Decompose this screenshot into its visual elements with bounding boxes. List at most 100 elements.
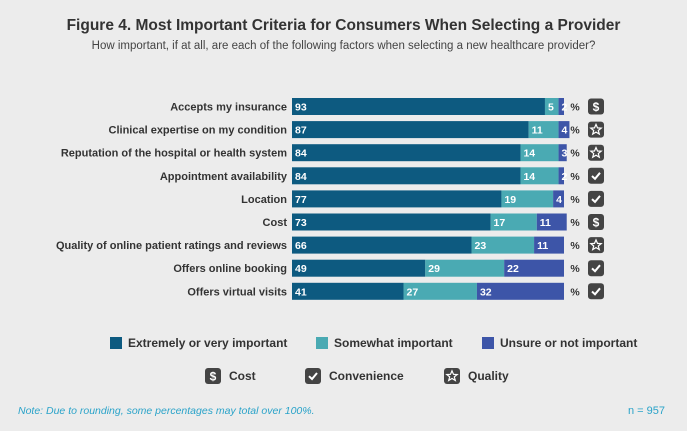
category-legend-convenience: Convenience (305, 368, 404, 384)
bar-value-label: 73 (295, 217, 307, 229)
legend-swatch (316, 337, 328, 349)
bar-segment (292, 144, 521, 162)
category-label: Location (241, 194, 287, 206)
footnote: Note: Due to rounding, some percentages … (18, 405, 315, 417)
bar-segment (558, 98, 564, 115)
star-icon (444, 368, 460, 384)
category-legend-quality: Quality (444, 368, 509, 384)
bar-segment (553, 190, 564, 208)
category-legend-label: Quality (468, 369, 509, 383)
legend-swatch (110, 337, 122, 349)
bar-segment (292, 121, 529, 139)
category-label: Appointment availability (160, 171, 288, 183)
category-label: Cost (263, 217, 288, 229)
category-label: Accepts my insurance (170, 102, 287, 114)
category-legend-cost: $ Cost (205, 368, 256, 384)
bar-segment (292, 190, 502, 208)
bar-value-label: 17 (494, 217, 506, 229)
category-label: Clinical expertise on my condition (109, 125, 288, 137)
bar-value-label: 5 (548, 102, 554, 114)
bar-value-label: 29 (428, 263, 440, 275)
svg-text:$: $ (593, 216, 600, 230)
bar-segment (403, 282, 477, 300)
bar-value-label: 19 (504, 194, 516, 206)
chart-title: Figure 4. Most Important Criteria for Co… (66, 17, 621, 34)
legend-label: Extremely or very important (128, 336, 288, 350)
category-label: Offers virtual visits (187, 286, 287, 298)
bar-value-label: 14 (523, 171, 535, 183)
bar-segment (504, 259, 564, 277)
bar-segment (501, 190, 554, 208)
bar-value-label: 4 (556, 194, 562, 206)
bar-segment (471, 236, 535, 254)
legend-item-unsure-not-important: Unsure or not important (482, 336, 637, 350)
legend-swatch (482, 337, 494, 349)
category-label: Offers online booking (173, 263, 287, 275)
star-icon (588, 121, 604, 138)
bar-value-label: 84 (295, 171, 307, 183)
legend-item-extremely-important: Extremely or very important (110, 336, 287, 350)
dollar-icon: $ (588, 98, 604, 115)
percent-unit-label: % (570, 286, 580, 298)
bar-value-label: 3 (562, 148, 568, 160)
bar-value-label: 11 (537, 240, 548, 252)
check-icon (588, 283, 604, 300)
bar-value-label: 77 (295, 194, 307, 206)
bar-value-label: 2 (562, 171, 568, 183)
percent-unit-label: % (570, 171, 580, 183)
legend-label: Unsure or not important (500, 336, 638, 350)
percent-unit-label: % (570, 148, 580, 160)
dollar-icon: $ (588, 214, 604, 230)
check-icon (588, 260, 604, 277)
bar-segment (536, 213, 567, 231)
bar-value-label: 49 (295, 263, 307, 275)
bar-segment (292, 259, 426, 277)
bar-segment (558, 121, 570, 139)
bar-segment (292, 98, 545, 115)
bar-segment (425, 259, 505, 277)
legend-label: Somewhat important (334, 336, 453, 350)
bar-value-label: 23 (475, 240, 487, 252)
svg-text:$: $ (593, 100, 600, 114)
bar-value-label: 66 (295, 240, 307, 252)
bar-value-label: 41 (295, 286, 307, 298)
star-icon (588, 144, 604, 161)
percent-unit-label: % (570, 125, 580, 137)
bar-segment (534, 236, 564, 254)
category-legend-label: Cost (229, 369, 256, 383)
bar-value-label: 11 (540, 217, 551, 229)
check-icon (305, 368, 321, 384)
bar-segment (558, 167, 564, 185)
percent-unit-label: % (570, 217, 580, 229)
bar-value-label: 93 (295, 102, 307, 114)
bar-segment (292, 282, 404, 300)
bar-segment (558, 144, 567, 162)
bar-segment (490, 213, 537, 231)
check-icon (588, 167, 604, 184)
bar-value-label: 87 (295, 125, 307, 137)
legend-item-somewhat-important: Somewhat important (316, 336, 453, 350)
bar-value-label: 4 (562, 125, 568, 137)
star-icon (588, 237, 604, 254)
bar-value-label: 22 (507, 263, 519, 275)
bar-value-label: 27 (407, 286, 419, 298)
bar-value-label: 2 (562, 102, 568, 114)
bar-segment (520, 144, 559, 162)
category-label: Reputation of the hospital or health sys… (61, 148, 287, 160)
bar-segment (292, 213, 491, 231)
svg-text:$: $ (210, 370, 217, 384)
bar-value-label: 14 (523, 148, 535, 160)
sample-size: n = 957 (627, 405, 665, 417)
bar-segment (476, 282, 564, 300)
bar-value-label: 84 (295, 148, 307, 160)
chart-subtitle: How important, if at all, are each of th… (91, 40, 596, 52)
percent-unit-label: % (570, 240, 580, 252)
category-label: Quality of online patient ratings and re… (56, 240, 287, 252)
percent-unit-label: % (570, 194, 580, 206)
bar-value-label: 32 (480, 286, 492, 298)
category-legend-label: Convenience (329, 369, 404, 383)
percent-unit-label: % (570, 102, 580, 114)
percent-unit-label: % (570, 263, 580, 275)
bar-segment (544, 98, 559, 115)
